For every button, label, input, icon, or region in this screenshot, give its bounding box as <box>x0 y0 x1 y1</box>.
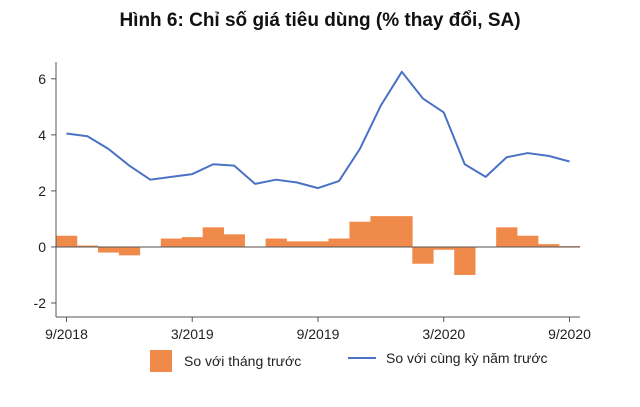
bar-2019-03 <box>181 237 204 247</box>
x-tick-label-2018-09: 9/2018 <box>45 326 88 342</box>
bar-2019-07 <box>265 238 287 247</box>
bar-2019-10 <box>328 238 350 247</box>
bar-2019-08 <box>286 241 308 247</box>
bar-2020-06 <box>496 227 518 247</box>
y-tick-label-0: 0 <box>38 239 46 255</box>
legend-swatch-line <box>348 357 376 359</box>
bar-2018-09 <box>56 235 78 247</box>
legend-label-line: So với cùng kỳ năm trước <box>386 350 548 366</box>
x-tick-label-2020-03: 3/2020 <box>422 326 465 342</box>
series-line-yoy <box>66 70 570 190</box>
x-tick-label-2020-09: 9/2020 <box>548 326 591 342</box>
axes-layer: -2 0 2 4 6 9/2018 3/2019 9/2019 3/2020 9/2020 <box>34 62 591 342</box>
x-tick-label-2019-09: 9/2019 <box>297 326 340 342</box>
bar-2019-11 <box>349 221 371 247</box>
legend: So với tháng trước So với cùng kỳ năm tr… <box>0 350 640 380</box>
bars-layer <box>56 216 581 275</box>
bar-2018-12 <box>118 246 141 256</box>
legend-item-bar: So với tháng trước <box>150 350 301 372</box>
legend-label-bar: So với tháng trước <box>184 353 302 369</box>
y-tick-label-4: 4 <box>38 127 46 143</box>
line-layer <box>66 70 570 190</box>
legend-item-line: So với cùng kỳ năm trước <box>348 350 548 366</box>
x-tick-label-2019-03: 3/2019 <box>171 326 214 342</box>
bar-2020-04 <box>454 246 476 275</box>
y-tick-label--2: -2 <box>34 295 47 311</box>
bar-2018-11 <box>97 246 120 253</box>
bar-2020-08 <box>538 244 560 247</box>
bar-2019-04 <box>202 227 224 247</box>
y-tick-label-6: 6 <box>38 71 46 87</box>
bar-2020-07 <box>517 235 539 247</box>
bar-2019-12 <box>370 216 392 247</box>
bar-2020-03 <box>433 246 455 250</box>
y-tick-label-2: 2 <box>38 183 46 199</box>
bar-2018-10 <box>76 245 99 247</box>
bar-2020-02 <box>412 246 434 264</box>
bar-2019-05 <box>223 234 245 247</box>
bar-2019-02 <box>160 238 183 247</box>
bar-2020-01 <box>391 216 413 247</box>
legend-swatch-bar <box>150 350 172 372</box>
chart-title: Hình 6: Chỉ số giá tiêu dùng (% thay đổi… <box>119 10 521 31</box>
bar-2019-09 <box>307 241 329 247</box>
